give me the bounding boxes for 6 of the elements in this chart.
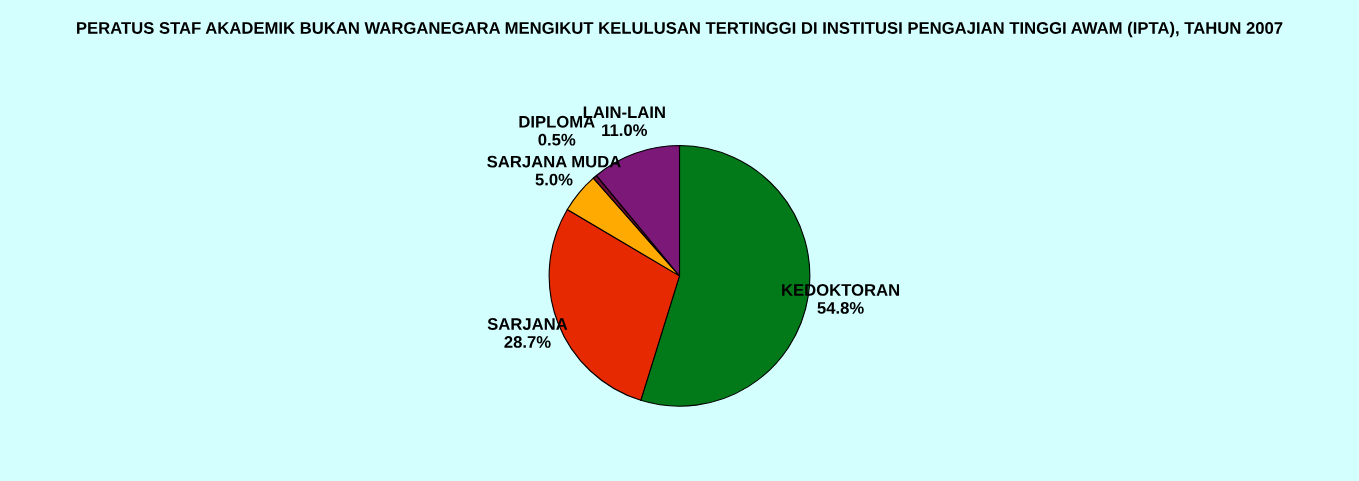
data-label: 5.0% xyxy=(535,173,573,186)
data-label: 28.7% xyxy=(504,336,551,348)
data-label: 11.0% xyxy=(602,124,648,137)
data-label: 0.5% xyxy=(538,133,576,146)
data-label: 54.8% xyxy=(817,302,864,314)
chart-title: PERATUS STAF AKADEMIK BUKAN WARGANEGARA MENGIKUT KELULUSAN TERTINGGI DI INSTITUSI PENGAJIAN TINGGI AWAM (IPTA), TAHUN 2007 xyxy=(77,21,1283,38)
